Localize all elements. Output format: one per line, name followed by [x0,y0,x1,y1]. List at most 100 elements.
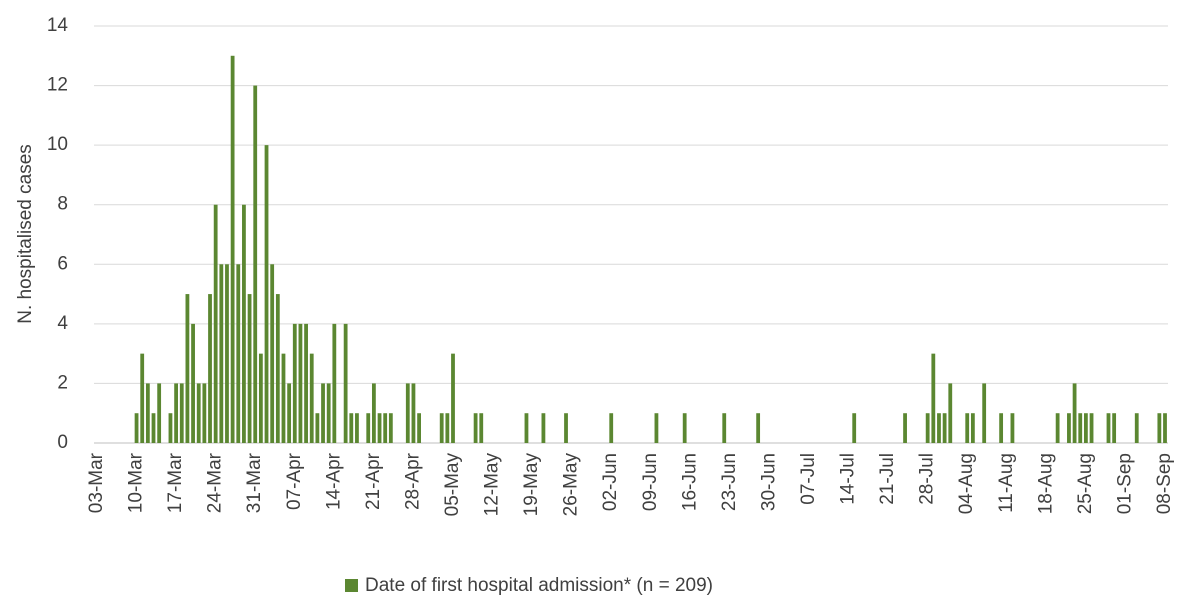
bar [1084,413,1088,443]
y-tick-label: 4 [57,313,68,334]
x-tick-label: 04-Aug [956,453,977,514]
bar [293,324,297,443]
y-axis-label: N. hospitalised cases [15,144,36,324]
bar [965,413,969,443]
x-tick-label: 14-Apr [323,452,344,510]
bar [214,205,218,443]
x-tick-label: 30-Jun [758,453,779,511]
bar [253,86,257,443]
y-tick-label: 0 [57,432,68,453]
bar [1135,413,1139,443]
bar [406,383,410,443]
bar [982,383,986,443]
bar [948,383,952,443]
x-tick-label: 12-May [482,453,503,517]
bar [140,354,144,443]
bar [1112,413,1116,443]
bar [169,413,173,443]
bar [722,413,726,443]
bar [236,264,240,443]
bar [756,413,760,443]
y-tick-label: 6 [57,253,68,274]
bar [372,383,376,443]
bar [1073,383,1077,443]
bar [412,383,416,443]
bar [157,383,161,443]
x-tick-label: 11-Aug [996,453,1017,513]
bar [276,294,280,443]
bar [542,413,546,443]
bar [287,383,291,443]
bar [248,294,252,443]
x-tick-label: 28-Apr [402,452,423,510]
bar [937,413,941,443]
x-tick-label: 07-Apr [284,452,305,510]
bar [389,413,393,443]
bar [564,413,568,443]
bar [440,413,444,443]
x-tick-label: 24-Mar [205,452,226,513]
bar [282,354,286,443]
bar [451,354,455,443]
bar [310,354,314,443]
bar [378,413,382,443]
x-tick-label: 17-Mar [165,452,186,513]
bar [349,413,353,443]
bar [903,413,907,443]
bar [383,413,387,443]
bar [180,383,184,443]
bar [1067,413,1071,443]
x-tick-label: 31-Mar [244,452,265,513]
bar [417,413,421,443]
bar [926,413,930,443]
bar [1107,413,1111,443]
x-tick-label: 08-Sep [1154,453,1175,514]
bar [202,383,206,443]
bar [445,413,449,443]
bar [852,413,856,443]
y-tick-label: 10 [47,134,68,155]
bar [299,324,303,443]
x-tick-label: 05-May [442,453,463,517]
bar [931,354,935,443]
bar [474,413,478,443]
bar [332,324,336,443]
x-tick-label: 21-Jul [877,453,898,505]
bar [152,413,156,443]
x-tick-label: 01-Sep [1114,453,1135,514]
bar [999,413,1003,443]
x-tick-label: 28-Jul [917,453,938,505]
y-tick-label: 14 [47,15,69,36]
bar [231,56,235,443]
bar [304,324,308,443]
bar [327,383,331,443]
x-tick-label: 21-Apr [363,452,384,510]
x-tick-label: 02-Jun [600,453,621,511]
bar [225,264,229,443]
bar [971,413,975,443]
bar [259,354,263,443]
bar [683,413,687,443]
x-tick-label: 07-Jul [798,453,819,505]
bar [609,413,613,443]
x-tick-label: 19-May [521,453,542,517]
bar [135,413,139,443]
x-tick-label: 26-May [561,453,582,517]
bar [1163,413,1167,443]
bar [191,324,195,443]
bar [355,413,359,443]
x-tick-label: 10-Mar [126,452,147,513]
bar [265,145,269,443]
x-tick-label: 16-Jun [679,453,700,511]
legend-label: Date of first hospital admission* (n = 2… [365,575,713,596]
x-tick-label: 03-Mar [86,452,107,513]
x-tick-label: 25-Aug [1075,453,1096,514]
bar [242,205,246,443]
bar [1090,413,1094,443]
bar [344,324,348,443]
bar [219,264,223,443]
bar [1078,413,1082,443]
bar [479,413,483,443]
bar [270,264,274,443]
bar [943,413,947,443]
